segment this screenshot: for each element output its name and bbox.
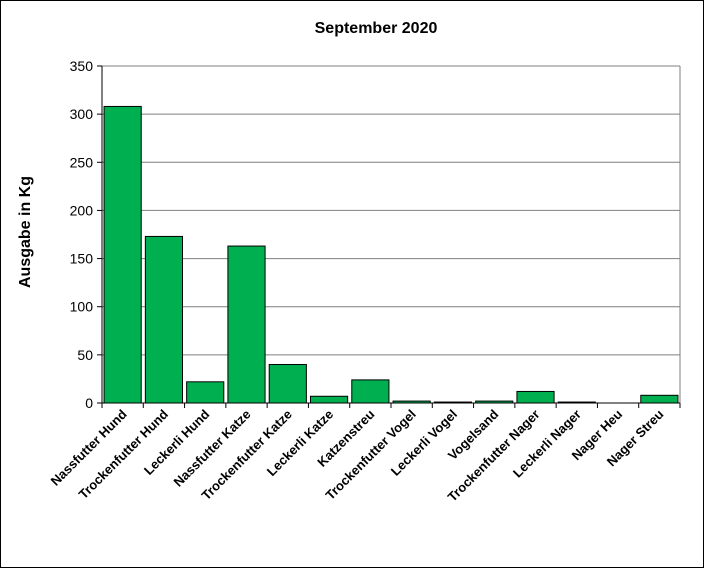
y-tick-label: 0 (85, 395, 93, 411)
y-tick-label: 250 (70, 154, 94, 170)
bar (351, 379, 390, 404)
x-tick-label: Nassfutter Katze (170, 407, 253, 490)
bar (103, 105, 142, 404)
x-tick-label: Nassfutter Hund (48, 406, 130, 488)
bar (516, 390, 555, 404)
y-tick-label: 150 (70, 251, 94, 267)
bar (268, 363, 307, 404)
bars (103, 105, 679, 404)
bar (640, 394, 679, 404)
y-tick-label: 200 (70, 202, 94, 218)
y-tick-label: 300 (70, 106, 94, 122)
bar (227, 245, 266, 404)
gridlines (102, 65, 681, 403)
y-tick-label: 100 (70, 299, 94, 315)
axes (101, 66, 680, 404)
y-tick-label: 350 (70, 58, 94, 74)
y-axis-ticks: 0 50 100 150 200 250 300 350 (70, 58, 102, 411)
bar (144, 235, 184, 404)
bar (186, 381, 225, 404)
y-axis-label: Ausgabe in Kg (17, 176, 34, 288)
bar (309, 395, 349, 404)
y-tick-label: 50 (77, 347, 93, 363)
chart-title: September 2020 (315, 20, 438, 37)
